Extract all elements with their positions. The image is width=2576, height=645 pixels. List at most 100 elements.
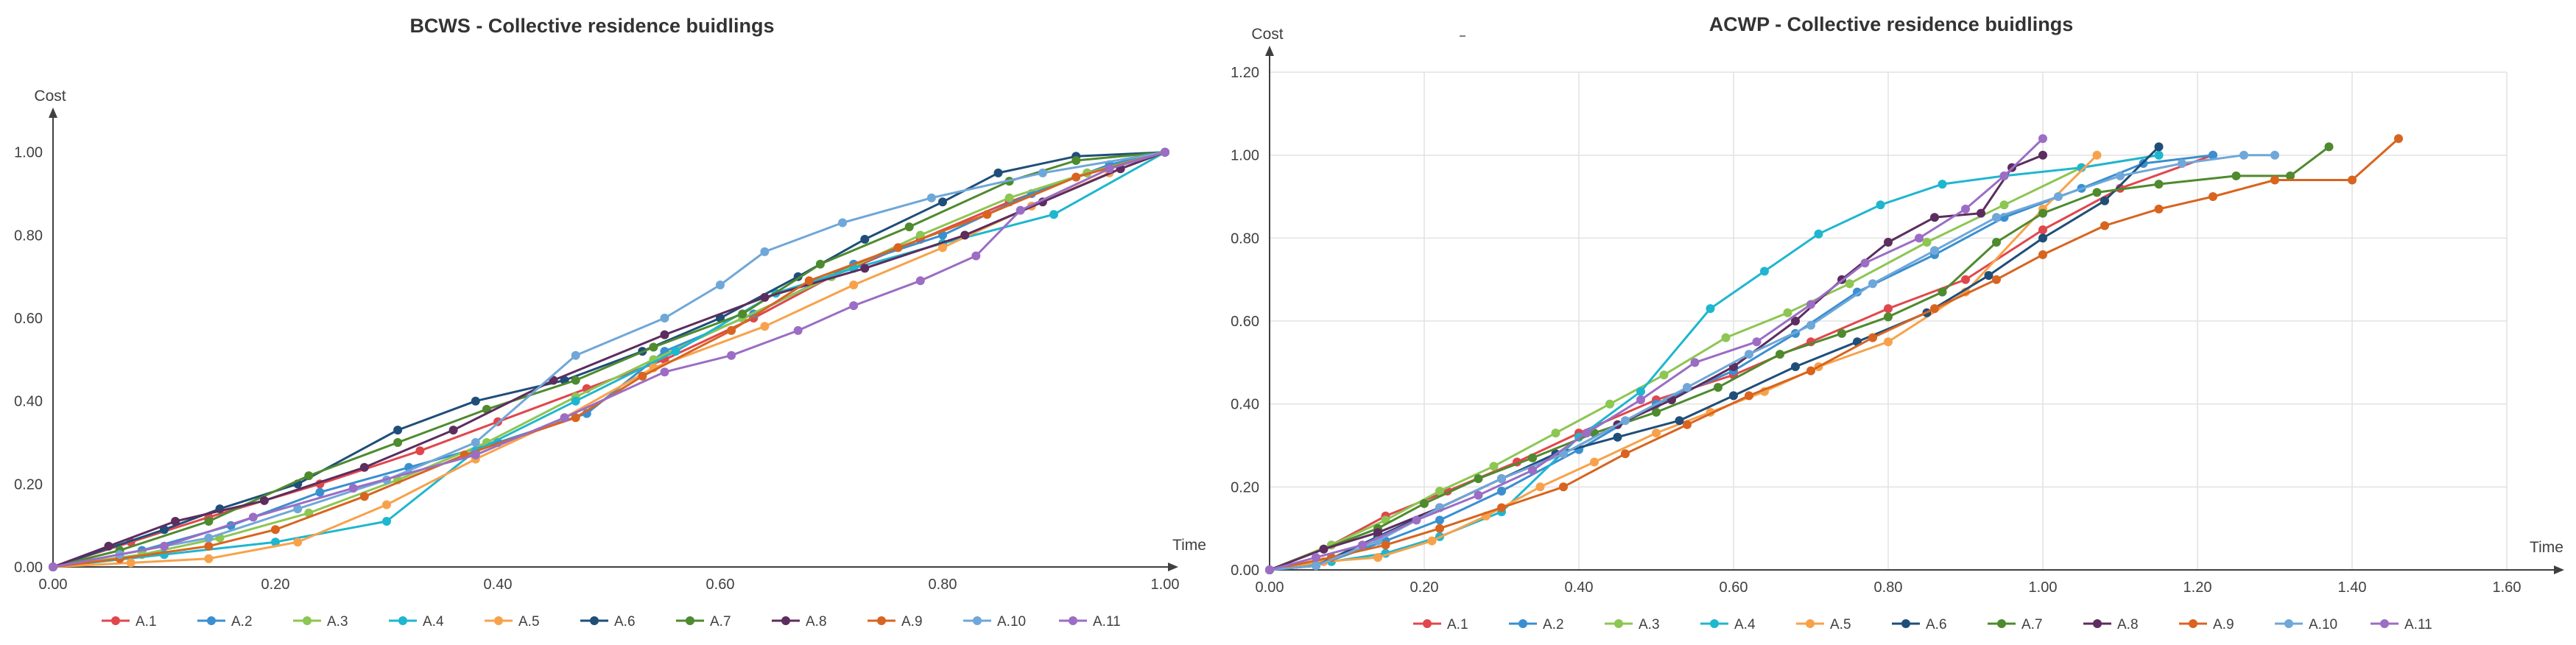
data-point	[1806, 366, 1815, 376]
data-point	[1474, 474, 1483, 484]
data-point	[2038, 233, 2047, 243]
legend-label: A.4	[423, 614, 444, 630]
data-point	[2092, 188, 2102, 197]
legend-item-A.1: A.1	[102, 614, 157, 630]
legend-label: A.3	[1639, 617, 1660, 632]
data-point	[1776, 350, 1784, 359]
legend-swatch-marker	[1710, 619, 1719, 628]
legend-swatch-marker	[111, 616, 120, 625]
data-point	[1373, 553, 1382, 563]
data-point	[293, 538, 303, 547]
data-point	[1528, 465, 1537, 475]
series-A.10	[1265, 150, 2279, 574]
series-A.11	[1265, 134, 2047, 574]
data-point	[1683, 383, 1692, 392]
data-point	[571, 376, 580, 385]
data-point	[1613, 432, 1622, 442]
legend-item-A.2: A.2	[1509, 617, 1564, 632]
data-point	[1806, 300, 1815, 309]
data-point	[1938, 287, 1947, 297]
data-point	[393, 426, 403, 435]
legend-swatch-marker	[2189, 619, 2197, 628]
series-line	[52, 151, 1166, 568]
data-point	[1791, 362, 1800, 371]
legend-item-A.10: A.10	[2275, 617, 2337, 632]
data-point	[1319, 544, 1329, 554]
data-point	[1729, 391, 1738, 401]
data-point	[359, 462, 369, 472]
legend-label: A.6	[614, 614, 636, 630]
series-A.1	[1265, 150, 2217, 574]
x-tick-label: 0.60	[1720, 579, 1748, 596]
data-point	[1497, 474, 1506, 484]
data-point	[204, 541, 214, 551]
data-point	[1984, 271, 1993, 281]
data-point	[1071, 172, 1081, 182]
data-point	[893, 243, 903, 253]
x-tick-label: 0.40	[1565, 579, 1594, 596]
data-point	[1605, 399, 1614, 409]
data-point	[660, 330, 669, 339]
x-tick-label: 0.40	[484, 577, 513, 593]
data-point	[915, 276, 925, 286]
y-axis-label: Cost	[1251, 26, 1283, 43]
data-point	[2239, 150, 2248, 160]
data-point	[1721, 333, 1731, 342]
series-A.8	[1265, 150, 2047, 574]
data-point	[2116, 171, 2125, 180]
data-point	[304, 471, 314, 481]
data-point	[204, 554, 214, 563]
legend-item-A.4: A.4	[1700, 617, 1756, 632]
data-point	[1992, 238, 2001, 247]
chart-title: ACWP - Collective residence buidlings	[1709, 13, 2074, 35]
data-point	[660, 314, 669, 322]
legend-item-A.11: A.11	[2371, 617, 2432, 632]
legend-item-A.3: A.3	[293, 614, 348, 630]
y-tick-label: 0.00	[1231, 563, 1259, 579]
data-point	[49, 563, 57, 571]
data-point	[1683, 420, 1692, 429]
data-point	[904, 222, 914, 232]
data-point	[1265, 565, 1274, 574]
series-line	[1269, 138, 2044, 571]
data-point	[1714, 383, 1722, 392]
data-point	[1071, 156, 1081, 165]
x-tick-label: 0.00	[1256, 579, 1284, 596]
data-point	[638, 371, 647, 381]
data-point	[1474, 490, 1483, 500]
legend-item-A.9: A.9	[868, 614, 923, 630]
y-tick-label: 1.00	[1231, 148, 1259, 164]
data-point	[1783, 308, 1792, 317]
data-point	[315, 487, 325, 497]
data-point	[248, 512, 258, 522]
legend: A.1 A.2 A.3 A.4 A.5 A.6 A.7 A.8 A.9 A.10 A.11	[1413, 617, 2432, 632]
data-point	[2038, 208, 2047, 218]
data-point	[760, 322, 770, 331]
y-tick-label: 0.00	[14, 560, 43, 576]
data-point	[1016, 205, 1025, 215]
x-tick-label: 0.00	[39, 577, 68, 593]
data-point	[1049, 210, 1058, 219]
data-point	[1884, 304, 1893, 314]
data-point	[1161, 147, 1169, 157]
data-point	[815, 259, 825, 269]
data-point	[1752, 337, 1762, 347]
data-point	[793, 325, 803, 335]
y-tick-label: 0.20	[14, 476, 43, 493]
data-point	[1930, 213, 1939, 222]
legend-label: A.5	[518, 614, 540, 630]
legend-swatch-marker	[686, 616, 694, 625]
legend-item-A.7: A.7	[676, 614, 731, 630]
data-point	[993, 168, 1003, 177]
data-point	[571, 396, 580, 406]
data-point	[849, 281, 859, 289]
data-point	[271, 538, 280, 547]
series-line	[52, 151, 1166, 568]
legend-item-A.3: A.3	[1605, 617, 1660, 632]
data-point	[1745, 391, 1753, 401]
data-point	[1876, 200, 1885, 210]
data-point	[1745, 350, 1753, 359]
legend-swatch-marker	[877, 616, 886, 625]
data-point	[938, 243, 947, 253]
data-point	[1004, 193, 1014, 202]
